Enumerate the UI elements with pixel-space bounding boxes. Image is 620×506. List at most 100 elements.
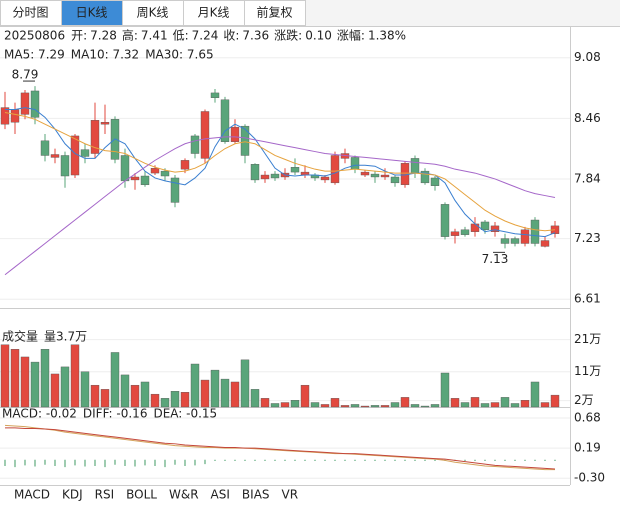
y-tick-label: -0.30 — [574, 471, 605, 485]
volume-bar — [490, 402, 500, 408]
candle-body — [360, 171, 370, 176]
header-text: 1.38% — [368, 29, 406, 43]
indicator-tab[interactable]: W&R — [169, 488, 199, 502]
candle-body — [380, 174, 390, 178]
volume-bar — [30, 361, 40, 408]
candle-body — [260, 174, 270, 180]
header-text: 20250806 — [4, 29, 65, 43]
candle-body — [320, 176, 330, 181]
candle-body — [450, 231, 460, 236]
header-text: 高: — [122, 28, 138, 43]
y-tick-label: 0.19 — [574, 441, 601, 455]
candle-body — [230, 126, 240, 142]
volume-bar — [380, 405, 390, 408]
candle-body — [470, 223, 480, 232]
candle-body — [460, 229, 470, 235]
volume-bar — [500, 397, 510, 408]
candle-body — [100, 122, 110, 125]
header-text: 收: — [223, 29, 239, 43]
candle-body — [430, 177, 440, 186]
y-tick-label: 2万 — [574, 393, 594, 407]
volume-bar — [440, 372, 450, 408]
candle-body — [50, 154, 60, 158]
indicator-tab[interactable]: BOLL — [126, 488, 157, 502]
volume-bar — [170, 391, 180, 408]
candle-body — [540, 240, 550, 247]
indicator-tab[interactable]: VR — [282, 488, 299, 502]
indicator-tab[interactable]: KDJ — [62, 488, 83, 502]
candle-body — [180, 160, 190, 170]
volume-bar — [80, 371, 90, 408]
y-tick-label: 6.61 — [574, 292, 601, 306]
volume-bar — [260, 398, 270, 408]
legend-label: MA10: 7.32 — [71, 48, 139, 62]
y-tick-label: 11万 — [574, 364, 601, 378]
candle-body — [240, 125, 250, 156]
volume-bar — [210, 369, 220, 408]
legend-label: MA5: 7.29 — [4, 48, 65, 62]
tab-label[interactable]: 周K线 — [137, 6, 169, 20]
volume-bar — [100, 389, 110, 408]
indicator-tab[interactable]: MACD — [14, 488, 50, 502]
tab[interactable] — [0, 0, 62, 26]
tab-label[interactable]: 日K线 — [76, 6, 108, 20]
candle-body — [500, 238, 510, 244]
candle-body — [440, 204, 450, 237]
candle-body — [160, 170, 170, 177]
volume-bar — [290, 400, 300, 408]
volume-bar — [320, 404, 330, 408]
volume-bar — [480, 403, 490, 408]
volume-bar — [70, 344, 80, 408]
volume-bar — [550, 394, 560, 408]
volume-bar — [220, 378, 230, 408]
volume-bar — [430, 404, 440, 408]
volume-bar — [180, 392, 190, 408]
candle-body — [90, 120, 100, 154]
candle-body — [0, 107, 10, 125]
volume-bar — [390, 402, 400, 408]
volume-bar — [200, 379, 210, 408]
volume-bar — [460, 402, 470, 408]
candle-body — [150, 167, 160, 174]
candle-body — [510, 238, 520, 244]
indicator-tab[interactable]: RSI — [95, 488, 115, 502]
indicator-tab[interactable]: BIAS — [242, 488, 270, 502]
volume-bar — [370, 405, 380, 408]
panel-title: 成交量 — [2, 329, 38, 344]
candle-body — [250, 164, 260, 181]
legend-label: MA30: 7.65 — [145, 48, 213, 62]
volume-bar — [540, 402, 550, 408]
tab-label[interactable]: 月K线 — [198, 6, 230, 20]
candle-body — [70, 135, 80, 176]
candle-body — [140, 175, 150, 186]
tab[interactable] — [61, 0, 123, 26]
candle-body — [350, 157, 360, 170]
volume-bar — [110, 352, 120, 408]
indicator-tab[interactable]: ASI — [211, 488, 230, 502]
y-tick-label: 7.23 — [574, 231, 601, 245]
volume-bar — [350, 404, 360, 408]
header-text: 0.10 — [305, 29, 332, 43]
header-text: 7.41 — [141, 29, 168, 43]
tab-label[interactable]: 前复权 — [256, 5, 292, 20]
candle-body — [80, 149, 90, 157]
candle-body — [520, 229, 530, 244]
y-tick-label: 7.84 — [574, 171, 601, 185]
candle-body — [30, 90, 40, 118]
header-text: 低: — [173, 29, 189, 43]
volume-bar — [280, 402, 290, 408]
volume-bar — [450, 398, 460, 408]
volume-bar — [530, 381, 540, 408]
tab[interactable] — [244, 0, 306, 26]
volume-bar — [20, 356, 30, 408]
ma-line — [4, 136, 556, 276]
volume-bar — [140, 381, 150, 408]
candle-body — [220, 99, 230, 142]
tab-label[interactable]: 分时图 — [12, 6, 48, 20]
candle-body — [390, 176, 400, 184]
candle-body — [10, 109, 20, 123]
header-text: 7.28 — [90, 29, 117, 43]
volume-bar — [190, 363, 200, 408]
header-text: 开: — [71, 29, 87, 43]
